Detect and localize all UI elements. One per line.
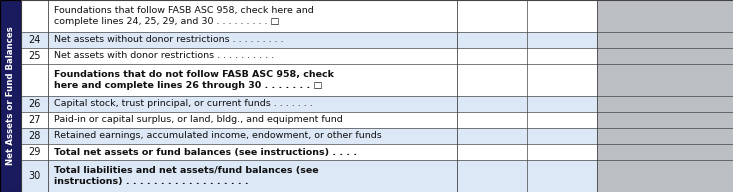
Text: 30: 30 — [29, 171, 40, 181]
Bar — [21, 112, 48, 128]
Bar — [21, 96, 48, 112]
Bar — [48, 96, 457, 112]
Bar — [457, 32, 597, 48]
Bar — [457, 48, 597, 64]
Bar — [597, 0, 733, 32]
Bar — [21, 160, 48, 192]
Text: Net assets with donor restrictions . . . . . . . . . .: Net assets with donor restrictions . . .… — [54, 51, 273, 60]
Bar — [48, 112, 457, 128]
Text: Total net assets or fund balances (see instructions) . . . .: Total net assets or fund balances (see i… — [54, 147, 357, 156]
Text: Foundations that do not follow FASB ASC 958, check
here and complete lines 26 th: Foundations that do not follow FASB ASC … — [54, 70, 334, 90]
Bar — [21, 32, 48, 48]
Bar — [21, 48, 48, 64]
Text: 26: 26 — [29, 99, 40, 109]
Bar — [21, 128, 48, 144]
Text: 28: 28 — [29, 131, 40, 141]
Bar — [21, 0, 48, 32]
Text: Total liabilities and net assets/fund balances (see
instructions) . . . . . . . : Total liabilities and net assets/fund ba… — [54, 166, 318, 186]
Bar — [21, 144, 48, 160]
Bar — [457, 128, 597, 144]
Text: Foundations that follow FASB ASC 958, check here and
complete lines 24, 25, 29, : Foundations that follow FASB ASC 958, ch… — [54, 6, 313, 26]
Bar — [48, 144, 457, 160]
Bar — [21, 64, 48, 96]
Bar — [48, 48, 457, 64]
Text: Net assets without donor restrictions . . . . . . . . .: Net assets without donor restrictions . … — [54, 36, 283, 45]
Text: 29: 29 — [29, 147, 40, 157]
Bar — [597, 160, 733, 192]
Bar — [597, 32, 733, 48]
Text: Retained earnings, accumulated income, endowment, or other funds: Retained earnings, accumulated income, e… — [54, 132, 381, 141]
Bar — [457, 160, 597, 192]
Bar — [0, 0, 21, 192]
Bar — [48, 160, 457, 192]
Bar — [457, 0, 597, 32]
Bar — [597, 112, 733, 128]
Bar — [457, 96, 597, 112]
Bar — [457, 112, 597, 128]
Bar — [457, 144, 597, 160]
Text: 25: 25 — [28, 51, 41, 61]
Bar — [597, 128, 733, 144]
Text: Capital stock, trust principal, or current funds . . . . . . .: Capital stock, trust principal, or curre… — [54, 99, 312, 108]
Bar — [457, 64, 597, 96]
Bar — [48, 64, 457, 96]
Bar — [597, 96, 733, 112]
Text: Paid-in or capital surplus, or land, bldg., and equipment fund: Paid-in or capital surplus, or land, bld… — [54, 116, 342, 124]
Text: Net Assets or Fund Balances: Net Assets or Fund Balances — [6, 27, 15, 165]
Bar — [597, 64, 733, 96]
Bar — [48, 128, 457, 144]
Bar — [597, 144, 733, 160]
Text: 27: 27 — [28, 115, 41, 125]
Bar — [48, 0, 457, 32]
Bar — [597, 48, 733, 64]
Text: 24: 24 — [29, 35, 40, 45]
Bar — [48, 32, 457, 48]
